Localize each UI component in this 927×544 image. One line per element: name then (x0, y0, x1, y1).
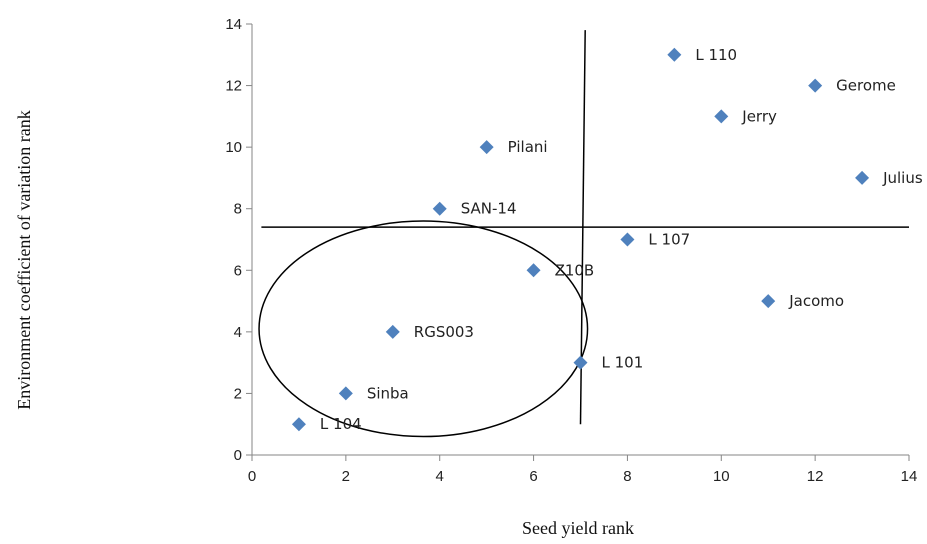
y-tick-label: 4 (234, 324, 242, 341)
y-tick-label: 2 (234, 385, 242, 402)
data-point-label: SAN-14 (461, 200, 517, 218)
y-tick-label: 14 (225, 16, 242, 33)
data-point-marker (291, 417, 306, 432)
data-point-marker (667, 47, 682, 62)
x-tick-label: 14 (901, 468, 918, 485)
x-tick-label: 4 (436, 468, 444, 485)
y-tick-label: 6 (234, 262, 242, 279)
data-point-marker (808, 78, 823, 93)
data-point-label: L 101 (602, 354, 644, 372)
data-point-label: Jerry (741, 107, 777, 125)
data-points: L 104 Sinba RGS003 SAN-14 Pilani Z10B L 101 L 1… (291, 46, 923, 433)
data-point-marker (573, 355, 588, 370)
data-point-marker (432, 201, 447, 216)
data-point-label: Z10B (555, 261, 595, 279)
x-tick-label: 10 (713, 468, 730, 485)
data-point-label: Sinba (367, 384, 409, 402)
y-tick-label: 12 (225, 78, 242, 95)
data-point-marker (479, 140, 494, 155)
y-tick-label: 8 (234, 201, 242, 218)
data-point-marker (855, 170, 870, 185)
data-point-marker (714, 109, 729, 124)
y-tick-label: 10 (225, 139, 242, 156)
data-point-marker (620, 232, 635, 247)
data-point-marker (761, 294, 776, 309)
y-tick-label: 0 (234, 447, 242, 464)
data-point-label: L 107 (648, 231, 690, 249)
x-axis-title: Seed yield rank (522, 518, 634, 538)
data-point-label: Pilani (508, 138, 548, 156)
annotation-ellipse-layer (258, 220, 589, 438)
data-point-marker (385, 324, 400, 339)
x-tick-label: 0 (248, 468, 256, 485)
x-tick-label: 2 (342, 468, 350, 485)
data-point-label: RGS003 (414, 323, 474, 341)
data-point-label: Julius (882, 169, 923, 187)
data-point-marker (338, 386, 353, 401)
data-point-label: Gerome (836, 77, 896, 95)
data-point-label: Jacomo (788, 292, 844, 310)
x-tick-label: 8 (623, 468, 631, 485)
data-point-label: L 104 (320, 415, 362, 433)
annotation-ellipse (258, 220, 589, 438)
axes-layer: 0 2 4 6 8 10 12 14 0 2 4 6 8 10 12 14 (225, 16, 917, 485)
data-point-marker (526, 263, 541, 278)
x-tick-label: 12 (807, 468, 824, 485)
x-tick-label: 6 (529, 468, 537, 485)
y-axis-title: Environment coefficient of variation ran… (14, 110, 34, 410)
data-point-label: L 110 (695, 46, 737, 64)
